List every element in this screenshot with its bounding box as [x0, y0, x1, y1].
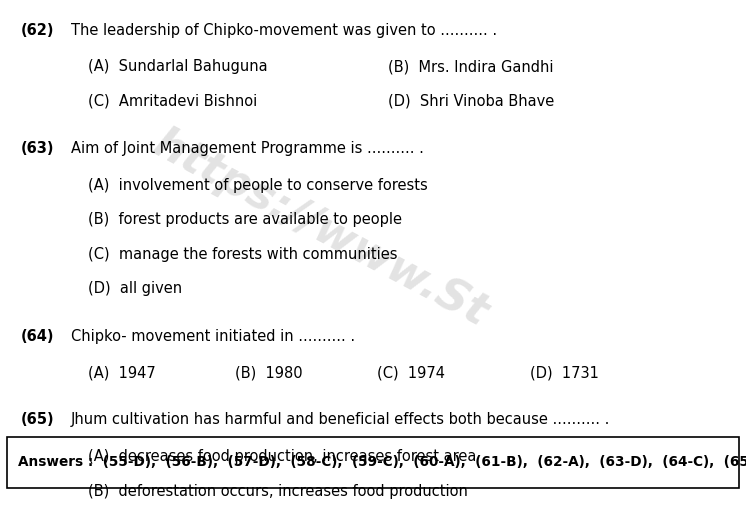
Text: Answers :  (55-D),  (56-B),  (57-D),  (58-C),  (59-C),  (60-A),  (61-B),  (62-A): Answers : (55-D), (56-B), (57-D), (58-C)…	[19, 455, 746, 469]
Text: The leadership of Chipko-movement was given to .......... .: The leadership of Chipko-movement was gi…	[71, 23, 497, 38]
Text: (63): (63)	[21, 141, 54, 156]
Text: (B)  1980: (B) 1980	[235, 365, 303, 380]
Text: (B)  Mrs. Indira Gandhi: (B) Mrs. Indira Gandhi	[388, 59, 554, 75]
Text: (A)  decreases food production, increases forest area: (A) decreases food production, increases…	[88, 449, 477, 464]
Text: (B)  forest products are available to people: (B) forest products are available to peo…	[88, 212, 402, 228]
FancyBboxPatch shape	[7, 437, 739, 488]
Text: (D)  1731: (D) 1731	[530, 365, 598, 380]
Text: (C)  manage the forests with communities: (C) manage the forests with communities	[88, 247, 398, 262]
Text: (C)  1974: (C) 1974	[377, 365, 445, 380]
Text: Jhum cultivation has harmful and beneficial effects both because .......... .: Jhum cultivation has harmful and benefic…	[71, 412, 610, 428]
Text: (62): (62)	[21, 23, 54, 38]
Text: (D)  Shri Vinoba Bhave: (D) Shri Vinoba Bhave	[388, 94, 554, 109]
Text: https://www.St: https://www.St	[146, 122, 495, 335]
Text: (A)  1947: (A) 1947	[88, 365, 156, 380]
Text: (D)  all given: (D) all given	[88, 281, 182, 297]
Text: Aim of Joint Management Programme is .......... .: Aim of Joint Management Programme is ...…	[71, 141, 424, 156]
Text: (A)  involvement of people to conserve forests: (A) involvement of people to conserve fo…	[88, 178, 427, 193]
Text: (B)  deforestation occurs, increases food production: (B) deforestation occurs, increases food…	[88, 484, 468, 499]
Text: Chipko- movement initiated in .......... .: Chipko- movement initiated in ..........…	[71, 329, 355, 344]
Text: (65): (65)	[21, 412, 54, 428]
Text: (A)  Sundarlal Bahuguna: (A) Sundarlal Bahuguna	[88, 59, 268, 75]
Text: (64): (64)	[21, 329, 54, 344]
Text: (C)  Amritadevi Bishnoi: (C) Amritadevi Bishnoi	[88, 94, 257, 109]
